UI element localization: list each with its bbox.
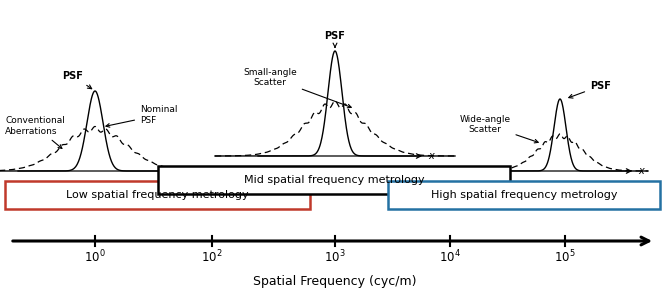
Bar [158, 166, 510, 194]
Text: Nominal
PSF: Nominal PSF [106, 105, 178, 127]
Text: Mid spatial frequency metrology: Mid spatial frequency metrology [244, 175, 424, 185]
Bar [388, 181, 660, 209]
Text: PSF: PSF [325, 31, 345, 47]
Text: 10$^0$: 10$^0$ [84, 249, 106, 266]
Text: Wide-angle
Scatter: Wide-angle Scatter [460, 115, 538, 143]
Text: Low spatial frequency metrology: Low spatial frequency metrology [66, 190, 248, 200]
Text: PSF: PSF [568, 81, 611, 98]
Text: Conventional
Aberrations: Conventional Aberrations [5, 116, 65, 148]
Text: 10$^4$: 10$^4$ [439, 249, 461, 266]
Text: High spatial frequency metrology: High spatial frequency metrology [431, 190, 617, 200]
Text: PSF: PSF [63, 71, 92, 89]
Text: Small-angle
Scatter: Small-angle Scatter [243, 67, 351, 108]
Text: 10$^2$: 10$^2$ [201, 249, 222, 266]
Text: 10$^3$: 10$^3$ [324, 249, 346, 266]
Text: Spatial Frequency (cyc/m): Spatial Frequency (cyc/m) [253, 275, 417, 288]
Text: 10$^5$: 10$^5$ [554, 249, 576, 266]
Text: x: x [428, 151, 434, 161]
Text: x: x [638, 166, 644, 176]
Text: x: x [188, 166, 194, 176]
Bar [5, 181, 310, 209]
